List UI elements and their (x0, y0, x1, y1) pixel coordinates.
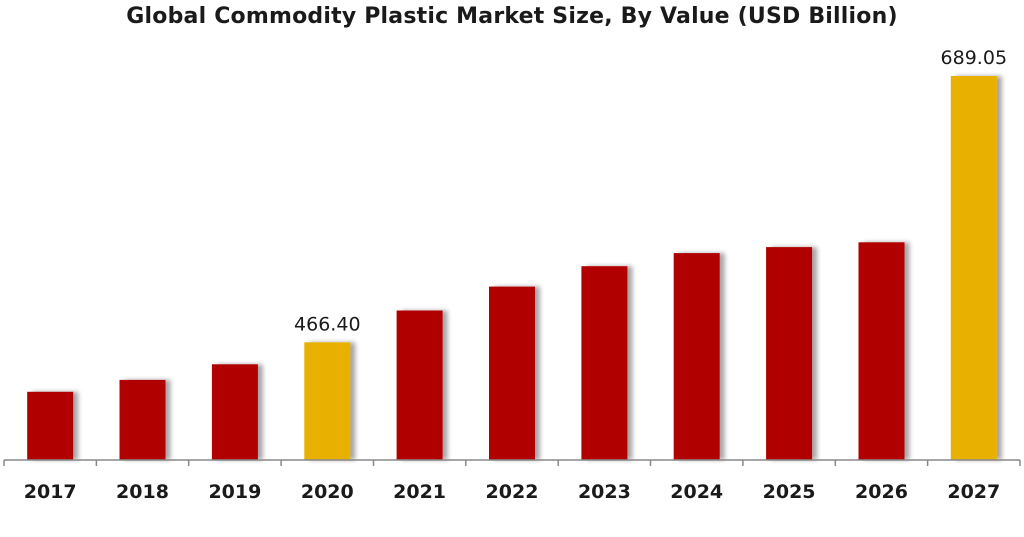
x-tick-label-2022: 2022 (486, 481, 539, 503)
x-tick-label-2018: 2018 (116, 481, 169, 503)
bar-2026 (858, 242, 905, 460)
x-tick-label-2026: 2026 (855, 481, 908, 503)
bar-2022 (489, 286, 535, 460)
x-tick-label-2017: 2017 (24, 481, 77, 503)
bar-2027 (950, 76, 997, 460)
x-tick-label-2021: 2021 (393, 481, 446, 503)
x-tick-label-2025: 2025 (763, 481, 816, 503)
x-axis-labels-group: 2017 2018 2019 2020 2021 2022 2023 2024 2025 2026… (24, 481, 1000, 503)
bar-2020 (304, 342, 351, 460)
bar-2021 (396, 310, 443, 460)
bar-2023 (581, 266, 628, 460)
bar-2018 (119, 379, 166, 460)
data-label-2027: 689.05 (941, 47, 1007, 69)
x-tick-label-2027: 2027 (947, 481, 1000, 503)
x-tick-label-2023: 2023 (578, 481, 631, 503)
x-tick-label-2020: 2020 (301, 481, 354, 503)
x-axis-ticks-group (3, 460, 1021, 466)
bar-2017 (27, 391, 74, 460)
x-tick-label-2019: 2019 (208, 481, 261, 503)
bar-2024 (673, 253, 720, 460)
data-labels-group: 466.40 689.05 (294, 47, 1007, 335)
bar-2025 (766, 247, 813, 460)
data-label-2020: 466.40 (294, 313, 360, 335)
chart-title: Global Commodity Plastic Market Size, By… (126, 4, 898, 29)
bar-2019 (211, 364, 258, 460)
x-tick-label-2024: 2024 (670, 481, 723, 503)
bars-group (27, 76, 997, 460)
